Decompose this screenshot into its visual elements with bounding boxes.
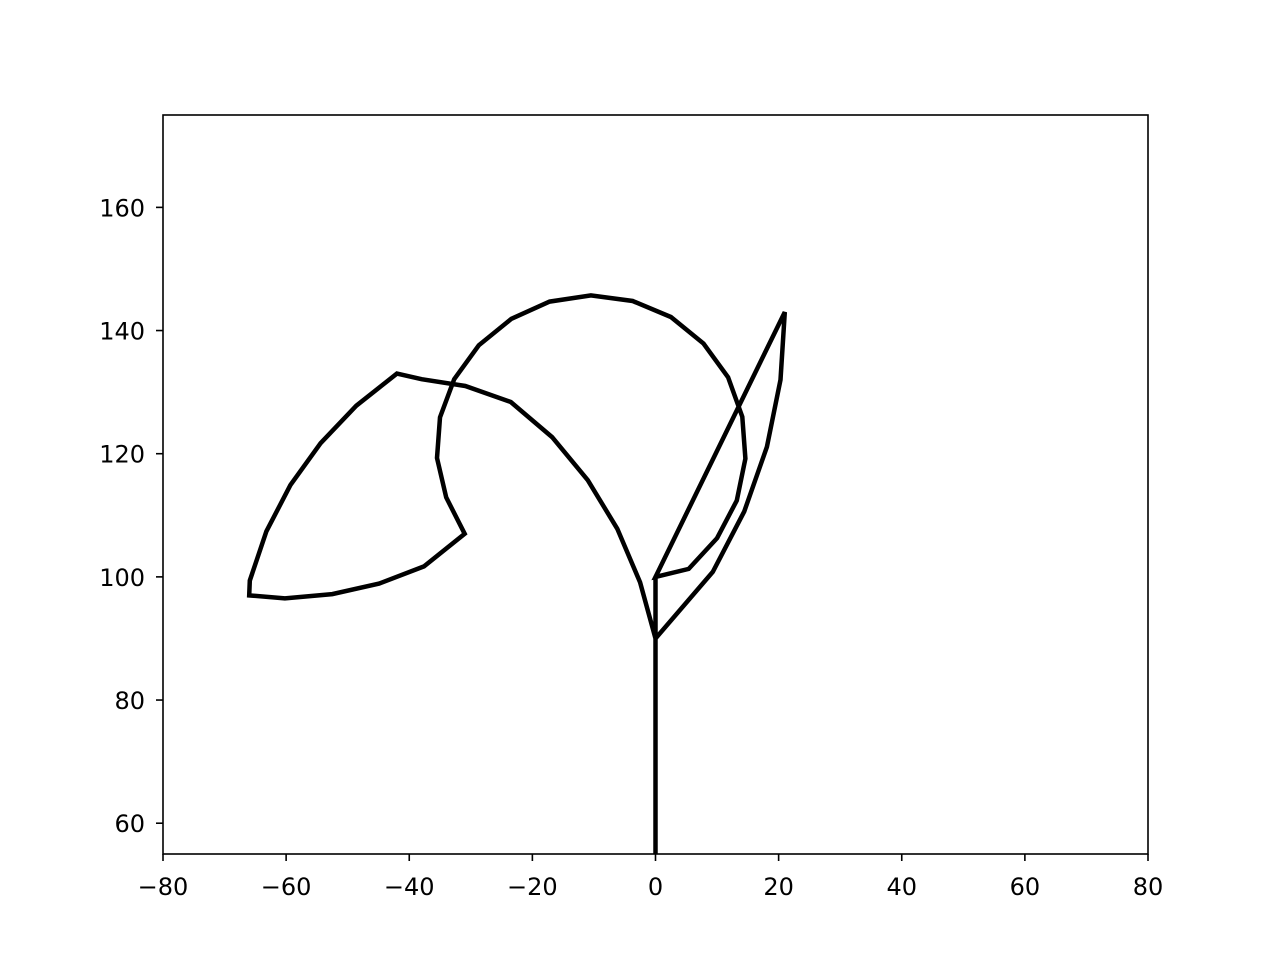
plot-area bbox=[246, 293, 788, 854]
x-tick-label: 40 bbox=[886, 873, 917, 901]
y-axis: 60 80 100 120 140 160 bbox=[99, 194, 163, 838]
x-tick-label: 20 bbox=[763, 873, 794, 901]
x-tick-label: −20 bbox=[507, 873, 558, 901]
y-tick-label: 100 bbox=[99, 564, 145, 592]
y-tick-label: 60 bbox=[114, 810, 145, 838]
x-tick-label: −60 bbox=[261, 873, 312, 901]
x-axis: −80 −60 −40 −20 0 20 40 60 80 bbox=[138, 854, 1164, 901]
y-tick-label: 120 bbox=[99, 441, 145, 469]
x-tick-label: 0 bbox=[648, 873, 663, 901]
series-line-0 bbox=[246, 293, 788, 854]
x-tick-label: −80 bbox=[138, 873, 189, 901]
x-tick-label: 80 bbox=[1133, 873, 1164, 901]
x-tick-label: −40 bbox=[384, 873, 435, 901]
y-tick-label: 160 bbox=[99, 194, 145, 222]
x-tick-label: 60 bbox=[1010, 873, 1041, 901]
y-tick-label: 80 bbox=[114, 687, 145, 715]
y-tick-label: 140 bbox=[99, 318, 145, 346]
